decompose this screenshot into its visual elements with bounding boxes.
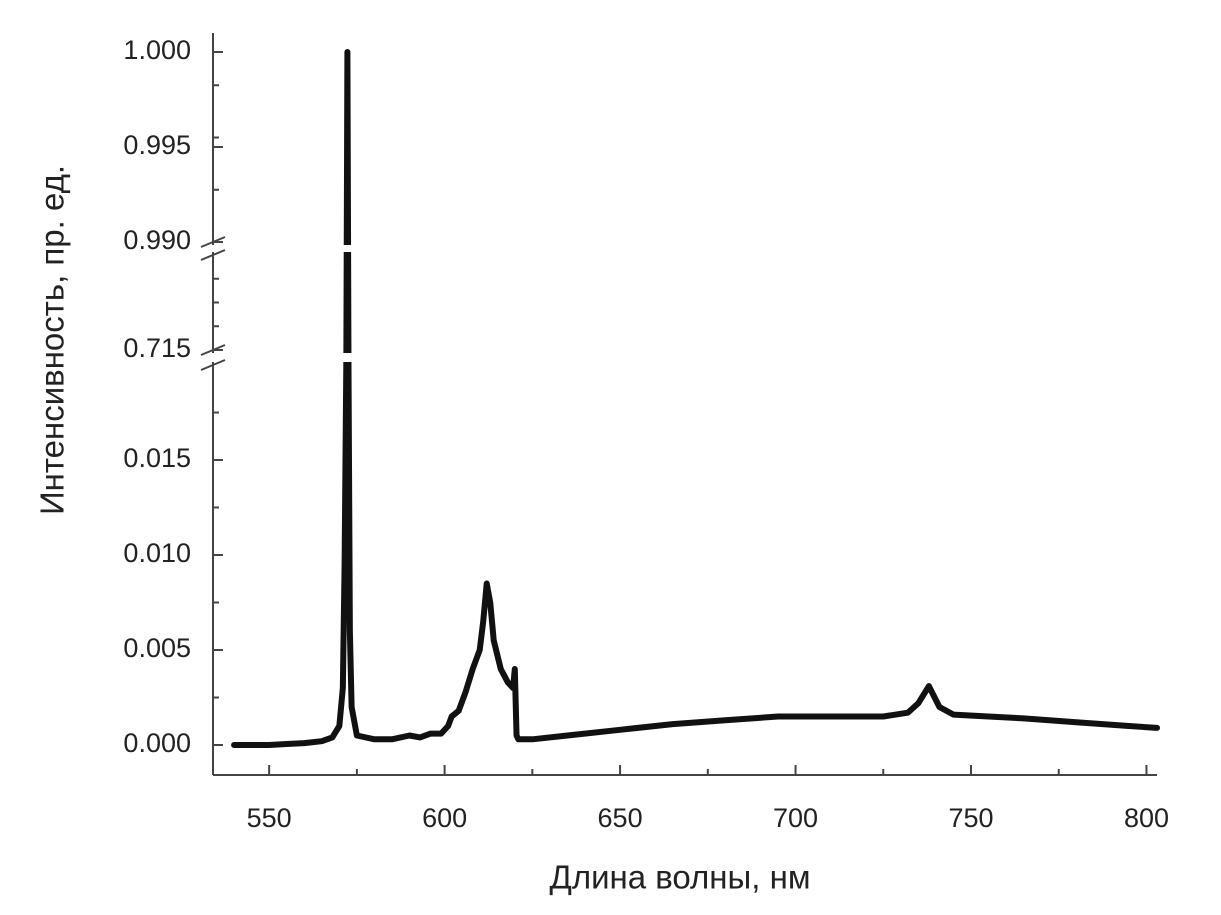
axis-break-gap	[201, 245, 1145, 252]
x-tick-label: 600	[422, 803, 467, 833]
x-tick-label: 750	[948, 803, 993, 833]
y-tick-label: 0.005	[123, 633, 191, 663]
y-tick-label: 0.015	[123, 443, 191, 473]
data-line	[231, 49, 1160, 748]
y-tick-label: 0.000	[123, 728, 191, 758]
x-axis-label: Длина волны, нм	[549, 859, 810, 896]
y-tick-label: 1.000	[123, 35, 191, 65]
x-tick-label: 550	[247, 803, 292, 833]
y-tick-label: 0.995	[123, 130, 191, 160]
axis-break-mark	[200, 236, 226, 248]
y-axis-label: Интенсивность, пр. ед.	[34, 165, 71, 515]
axis-break-mark	[200, 344, 226, 356]
axis-break-gap	[201, 353, 1145, 362]
x-tick-label: 650	[598, 803, 643, 833]
y-tick-label: 0.010	[123, 538, 191, 568]
y-tick-label: 0.990	[123, 225, 191, 255]
axis-break-mark	[200, 249, 226, 261]
x-tick-label: 800	[1124, 803, 1169, 833]
axis-break-mark	[200, 359, 226, 371]
y-tick-label: 0.715	[123, 333, 191, 363]
x-tick-label: 700	[773, 803, 818, 833]
